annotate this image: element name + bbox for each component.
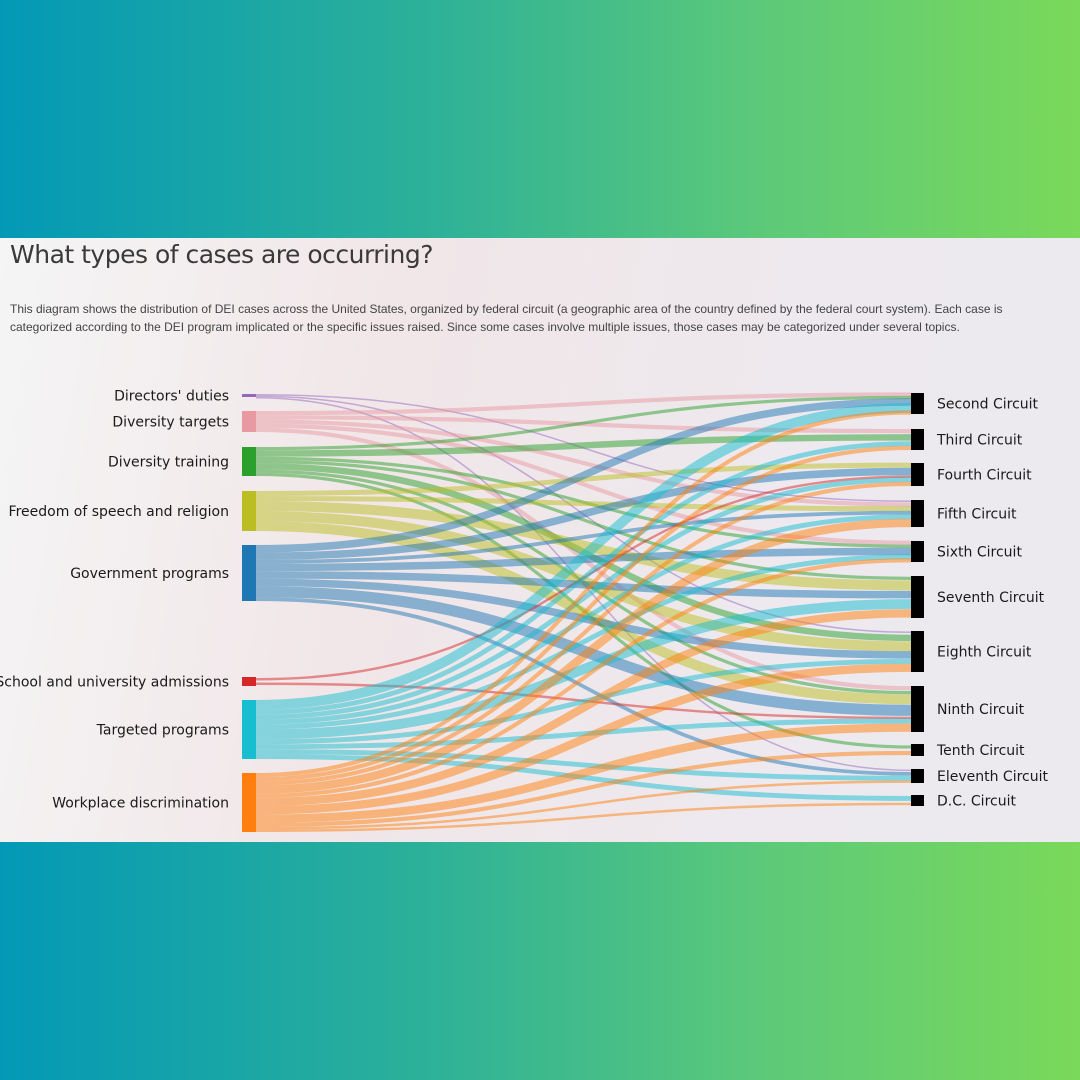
link-targeted-c4[interactable] [255, 477, 912, 720]
target-node-c2[interactable] [911, 393, 924, 414]
link-targeted-c2[interactable] [255, 403, 912, 710]
page-description: This diagram shows the distribution of D… [10, 302, 1003, 334]
link-workplace-c4[interactable] [255, 481, 912, 786]
target-label-c7: Seventh Circuit [937, 590, 1045, 606]
target-label-c8: Eighth Circuit [937, 645, 1032, 661]
target-label-c2: Second Circuit [937, 397, 1039, 413]
link-workplace-c7[interactable] [255, 609, 912, 807]
target-node-c5[interactable] [911, 500, 924, 527]
link-targeted-c6[interactable] [255, 554, 912, 730]
link-workplace-cdc[interactable] [255, 802, 912, 833]
link-government-c7[interactable] [255, 571, 912, 599]
sankey-links [255, 392, 912, 833]
source-label-government: Government programs [70, 566, 229, 582]
source-node-training[interactable] [242, 447, 256, 476]
target-node-c7[interactable] [911, 576, 924, 618]
link-workplace-c5[interactable] [255, 518, 912, 794]
target-node-cdc[interactable] [911, 795, 924, 806]
link-workplace-c11[interactable] [255, 780, 912, 830]
link-training-c3[interactable] [255, 434, 912, 457]
source-node-workplace[interactable] [242, 773, 256, 832]
sankey-labels: Directors' duties Diversity targets Divers… [0, 389, 1049, 812]
link-speech-c5[interactable] [255, 496, 912, 512]
target-label-c5: Fifth Circuit [937, 507, 1017, 523]
target-label-c3: Third Circuit [936, 433, 1023, 449]
target-label-c11: Eleventh Circuit [937, 769, 1049, 785]
target-label-cdc: D.C. Circuit [937, 794, 1016, 810]
link-targets-c2[interactable] [255, 392, 912, 416]
link-training-c2[interactable] [255, 395, 912, 451]
source-label-targeted: Targeted programs [96, 723, 229, 739]
target-node-c10[interactable] [911, 744, 924, 756]
link-government-c11[interactable] [255, 597, 912, 776]
sankey-nodes [242, 393, 924, 832]
target-label-c10: Tenth Circuit [936, 743, 1025, 759]
link-targeted-c8[interactable] [255, 658, 912, 745]
source-node-directors[interactable] [242, 394, 256, 397]
source-label-directors: Directors' duties [114, 389, 229, 405]
source-label-training: Diversity training [108, 455, 229, 471]
source-label-speech: Freedom of speech and religion [9, 504, 229, 520]
target-label-c6: Sixth Circuit [937, 545, 1022, 561]
link-workplace-c6[interactable] [255, 558, 912, 798]
link-targeted-c3[interactable] [255, 441, 912, 715]
source-label-targets: Diversity targets [112, 415, 229, 431]
source-label-workplace: Workplace discrimination [52, 796, 229, 812]
source-node-speech[interactable] [242, 491, 256, 531]
target-node-c8[interactable] [911, 631, 924, 672]
source-node-admissions[interactable] [242, 677, 256, 686]
link-government-c4[interactable] [255, 467, 912, 560]
target-label-c9: Ninth Circuit [937, 702, 1025, 718]
target-node-c11[interactable] [911, 769, 924, 783]
target-node-c6[interactable] [911, 541, 924, 562]
link-targeted-c9[interactable] [255, 718, 912, 750]
source-label-admissions: School and university admissions [0, 675, 229, 691]
target-node-c3[interactable] [911, 429, 924, 450]
link-workplace-c8[interactable] [255, 663, 912, 815]
link-government-c5[interactable] [255, 510, 912, 564]
link-government-c2[interactable] [255, 398, 912, 553]
source-node-targeted[interactable] [242, 700, 256, 759]
link-workplace-c9[interactable] [255, 723, 912, 823]
link-speech-c7[interactable] [255, 501, 912, 591]
source-node-government[interactable] [242, 545, 256, 601]
page-title: What types of cases are occurring? [10, 240, 434, 269]
link-workplace-c10[interactable] [255, 750, 912, 828]
link-targeted-c5[interactable] [255, 514, 912, 725]
target-node-c4[interactable] [911, 463, 924, 486]
link-workplace-c2[interactable] [255, 410, 912, 778]
link-targeted-c7[interactable] [255, 599, 912, 740]
target-label-c4: Fourth Circuit [937, 468, 1032, 484]
source-node-targets[interactable] [242, 411, 256, 432]
sankey-diagram: Directors' duties Diversity targets Divers… [0, 389, 1049, 833]
link-workplace-c3[interactable] [255, 445, 912, 782]
target-node-c9[interactable] [911, 686, 924, 732]
content-panel: What types of cases are occurring? This … [0, 238, 1080, 842]
